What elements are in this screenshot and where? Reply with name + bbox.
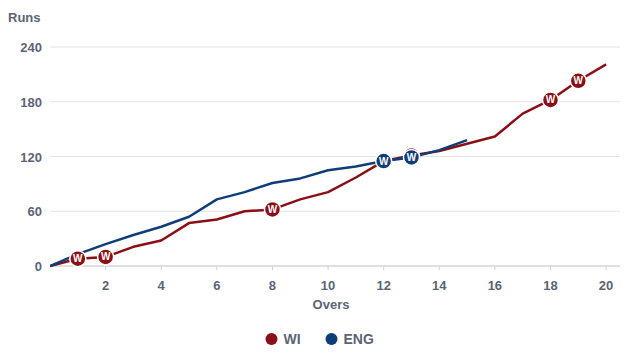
wicket-label: W: [574, 75, 584, 86]
legend-swatch[interactable]: [326, 333, 338, 345]
x-tick-label: 14: [432, 278, 447, 293]
grid-line: [50, 156, 620, 157]
wicket-marker: [376, 153, 392, 169]
grid-line: [50, 211, 620, 212]
y-tick-label: 180: [20, 95, 42, 110]
series-line: [50, 140, 467, 266]
chart: 0 60 120 180 240 2 4 6 8 10 12 14 16 18 20 Runs Overs W W W…: [0, 0, 640, 362]
wicket-marker: [542, 92, 558, 108]
x-tick-label: 2: [102, 278, 109, 293]
wicket-label: W: [407, 152, 417, 163]
x-tick-label: 18: [543, 278, 557, 293]
grid-line: [50, 101, 620, 102]
grid-line: [50, 47, 620, 48]
wicket-label: W: [546, 94, 556, 105]
wicket-marker: [264, 201, 280, 217]
y-tick-label: 240: [20, 40, 42, 55]
x-tick-label: 6: [213, 278, 220, 293]
x-tick-label: 8: [269, 278, 276, 293]
x-tick: [383, 266, 384, 270]
x-tick: [494, 266, 495, 270]
x-tick: [161, 266, 162, 270]
x-axis-line: [50, 266, 620, 267]
x-tick-label: 10: [321, 278, 335, 293]
wicket-labels: WWWWWWWW: [70, 73, 586, 267]
x-tick: [216, 266, 217, 270]
y-tick-label: 60: [28, 204, 42, 219]
x-axis-title: Overs: [313, 297, 350, 312]
series-line: [50, 64, 606, 266]
x-tick: [606, 266, 607, 270]
x-tick: [439, 266, 440, 270]
wicket-label: W: [73, 253, 83, 264]
wicket-label: W: [268, 204, 278, 215]
grid-line: [50, 266, 620, 267]
legend: WI ENG: [266, 331, 374, 347]
wicket-marker: [70, 251, 86, 267]
wicket-marker: [98, 249, 114, 265]
legend-label[interactable]: WI: [284, 331, 301, 347]
legend-swatch[interactable]: [266, 333, 278, 345]
x-tick-label: 12: [376, 278, 390, 293]
plot-area: [50, 64, 606, 266]
x-tick-label: 4: [158, 278, 166, 293]
x-tick: [328, 266, 329, 270]
wicket-marker: [403, 149, 419, 165]
legend-label[interactable]: ENG: [344, 331, 374, 347]
wicket-label: W: [101, 251, 111, 262]
y-tick-label: 120: [20, 150, 42, 165]
wicket-label: W: [379, 156, 389, 167]
x-tick-label: 20: [599, 278, 613, 293]
x-tick: [550, 266, 551, 270]
wicket-marker: [570, 73, 586, 89]
x-tick: [105, 266, 106, 270]
x-tick-label: 16: [488, 278, 502, 293]
x-tick: [272, 266, 273, 270]
y-tick-label: 0: [35, 259, 42, 274]
y-axis-title: Runs: [8, 10, 41, 25]
